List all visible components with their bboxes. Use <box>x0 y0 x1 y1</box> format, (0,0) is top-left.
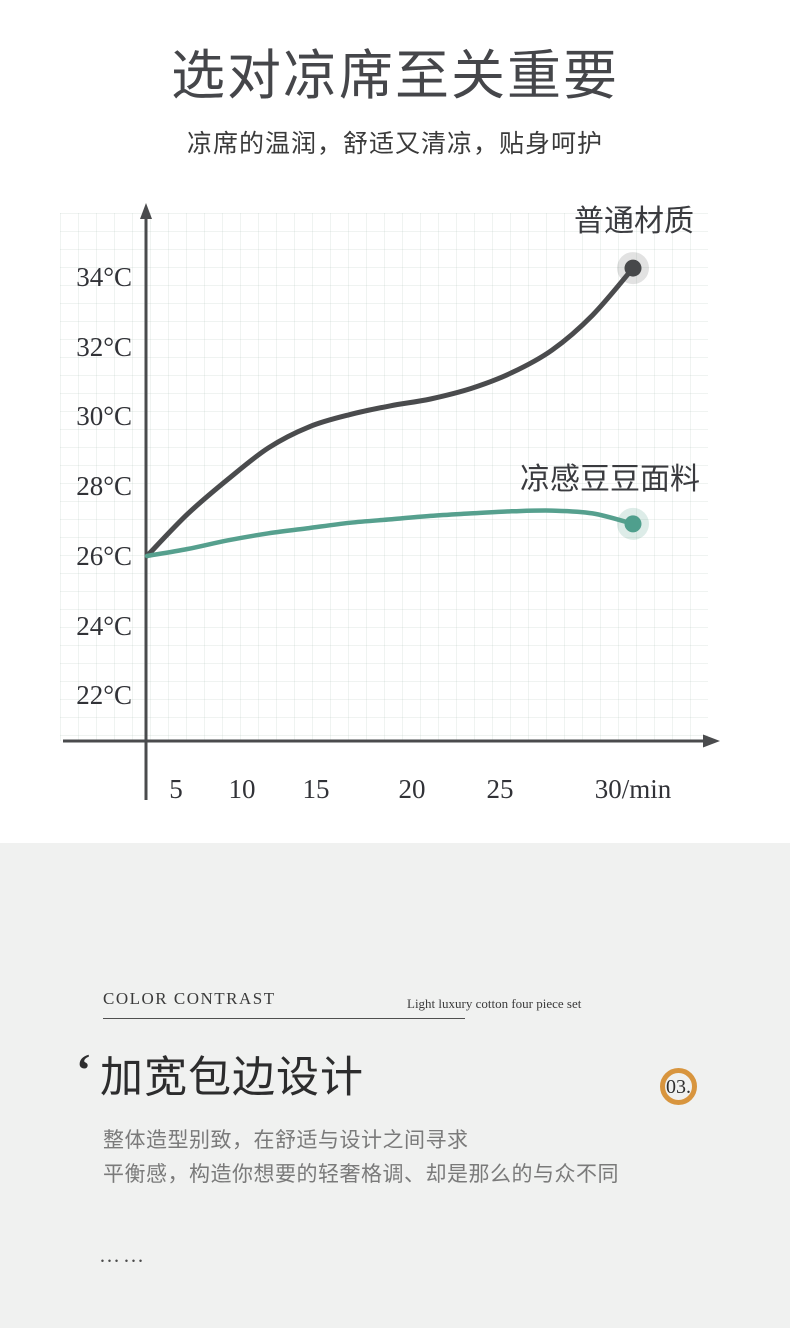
chart-section: 选对凉席至关重要 凉席的温润，舒适又清凉，贴身呵护 34°C 32°C 30°C 28… <box>60 46 720 804</box>
y-axis-tick-label: 26°C <box>76 540 132 571</box>
temperature-line-chart: 34°C 32°C 30°C 28°C 26°C 24°C 22°C 5 10 15 20 25 30… <box>60 203 720 804</box>
eyebrow-side-note: Light luxury cotton four piece set <box>407 996 582 1011</box>
divider-line <box>103 1018 465 1019</box>
series-label-cool-fabric: 凉感豆豆面料 <box>520 463 700 496</box>
chart-canvas <box>63 203 720 800</box>
feature-heading: 加宽包边设计 <box>100 1055 364 1102</box>
x-axis-tick-label: 10 <box>228 774 256 804</box>
series-label-ordinary-material: 普通材质 <box>574 205 694 238</box>
feature-body-line-1: 整体造型别致，在舒适与设计之间寻求 <box>103 1128 469 1152</box>
page-subtitle: 凉席的温润，舒适又清凉，贴身呵护 <box>186 131 603 158</box>
x-axis-tick-label: 15 <box>302 774 330 804</box>
y-axis-tick-label: 34°C <box>76 262 132 292</box>
feature-section: COLOR CONTRAST Light luxury cotton four … <box>0 843 790 1328</box>
index-badge-number: 03. <box>666 1075 691 1098</box>
feature-body-line-2: 平衡感，构造你想要的轻奢格调、却是那么的与众不同 <box>103 1162 619 1186</box>
y-axis-tick-label: 30°C <box>76 401 132 432</box>
y-axis-tick-label: 24°C <box>76 610 132 641</box>
x-axis-tick-label: 5 <box>169 774 183 804</box>
quote-mark: ‘ <box>76 1044 92 1095</box>
x-axis-tick-label: 20 <box>398 774 426 804</box>
x-axis-tick-label: 30/min <box>594 774 672 804</box>
ellipsis-text: …… <box>99 1243 147 1267</box>
y-axis-tick-label: 32°C <box>76 331 132 362</box>
chart-gridlines <box>60 213 708 741</box>
page-title: 选对凉席至关重要 <box>171 46 619 106</box>
y-axis-tick-label: 28°C <box>76 471 132 502</box>
y-axis-tick-label: 22°C <box>76 680 132 711</box>
index-badge: 03. <box>660 1068 697 1105</box>
x-axis-tick-label: 25 <box>486 774 514 804</box>
eyebrow-label: COLOR CONTRAST <box>103 989 276 1008</box>
